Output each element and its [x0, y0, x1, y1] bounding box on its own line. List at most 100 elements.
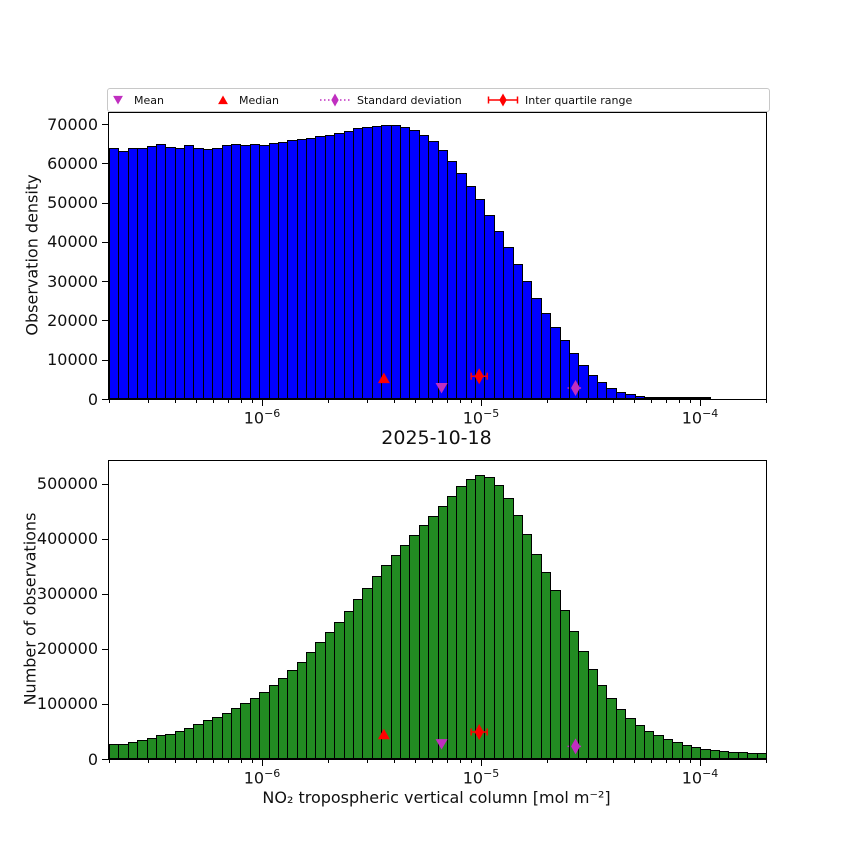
top-y-axis-label: Observation density	[22, 174, 42, 336]
x-minor-tick	[328, 759, 329, 763]
x-minor-tick	[634, 759, 635, 763]
x-minor-tick	[367, 759, 368, 763]
x-tick	[700, 399, 701, 406]
marker-inter-quartile-range	[470, 368, 488, 385]
x-tick	[700, 759, 701, 766]
x-minor-tick	[432, 759, 433, 763]
std-marker-icon	[319, 93, 351, 107]
y-tick	[102, 759, 108, 760]
x-minor-tick	[228, 399, 229, 403]
y-tick-label: 200000	[36, 639, 98, 658]
y-tick	[102, 539, 108, 540]
legend-label-mean: Mean	[134, 93, 164, 107]
iqr-marker-icon	[487, 93, 519, 107]
x-minor-tick	[175, 759, 176, 763]
y-tick-label: 0	[87, 750, 98, 769]
x-minor-tick	[415, 399, 416, 403]
y-tick-label: 60000	[47, 154, 98, 173]
bottom-histogram-plot: 0 100000 200000 300000 400000 500000 10−6 10−5 1…	[37, 460, 767, 787]
histogram-bar	[700, 397, 711, 399]
y-tick	[102, 320, 108, 321]
marker-standard-deviation	[567, 380, 584, 396]
x-minor-tick	[586, 759, 587, 763]
x-axis-label: NO₂ tropospheric vertical column [mol m⁻…	[262, 788, 611, 807]
x-minor-tick	[367, 399, 368, 403]
legend: Mean Median Standard deviation Inter qua…	[107, 88, 770, 112]
x-minor-tick	[690, 399, 691, 403]
x-minor-tick	[613, 759, 614, 763]
x-minor-tick	[196, 399, 197, 403]
x-tick	[262, 759, 263, 766]
bottom-y-axis-label: Number of observations	[20, 512, 40, 706]
y-tick-label: 400000	[36, 529, 98, 548]
x-minor-tick	[651, 399, 652, 403]
marker-median	[377, 728, 390, 740]
x-minor-tick	[460, 399, 461, 403]
x-tick-label: 10−5	[462, 767, 500, 788]
x-minor-tick	[213, 759, 214, 763]
y-tick	[102, 704, 108, 705]
legend-item-iqr: Inter quartile range	[487, 89, 632, 111]
y-tick	[102, 203, 108, 204]
x-minor-tick	[228, 759, 229, 763]
x-minor-tick	[690, 759, 691, 763]
bottom-plot-title: 2025-10-18	[381, 427, 492, 449]
y-tick	[102, 594, 108, 595]
x-tick	[481, 399, 482, 406]
x-minor-tick	[613, 399, 614, 403]
x-minor-tick	[196, 759, 197, 763]
x-minor-tick	[447, 759, 448, 763]
y-tick	[102, 484, 108, 485]
y-tick	[102, 242, 108, 243]
x-tick-label: 10−5	[462, 407, 500, 428]
x-tick-label: 10−4	[681, 407, 719, 428]
histogram-bar	[757, 753, 767, 759]
legend-label-std: Standard deviation	[357, 93, 462, 107]
x-minor-tick	[432, 399, 433, 403]
y-tick-label: 100000	[36, 694, 98, 713]
x-minor-tick	[679, 759, 680, 763]
x-minor-tick	[460, 759, 461, 763]
x-minor-tick	[241, 399, 242, 403]
mean-marker-icon	[108, 93, 128, 107]
x-minor-tick	[679, 399, 680, 403]
legend-label-iqr: Inter quartile range	[525, 93, 633, 107]
y-tick-label: 70000	[47, 115, 98, 134]
y-tick-label: 40000	[47, 232, 98, 251]
x-minor-tick	[252, 759, 253, 763]
top-histogram-plot: 0 10000 20000 30000 40000 50000 60000 70000 10−6…	[47, 112, 767, 427]
x-minor-tick	[666, 399, 667, 403]
x-minor-tick	[109, 399, 110, 403]
x-minor-tick	[651, 759, 652, 763]
x-minor-tick	[328, 399, 329, 403]
y-tick-label: 500000	[36, 474, 98, 493]
statistics-markers-overlay	[377, 368, 584, 396]
x-minor-tick	[471, 759, 472, 763]
x-minor-tick	[252, 399, 253, 403]
y-tick-label: 0	[87, 390, 98, 409]
x-tick-label: 10−6	[243, 407, 281, 428]
y-tick	[102, 649, 108, 650]
median-marker-icon	[213, 93, 233, 107]
x-minor-tick	[109, 759, 110, 763]
legend-item-median: Median	[213, 89, 279, 111]
y-tick	[102, 360, 108, 361]
marker-mean	[435, 383, 448, 394]
x-tick	[262, 399, 263, 406]
x-tick	[481, 759, 482, 766]
x-minor-tick	[586, 399, 587, 403]
y-tick-label: 20000	[47, 311, 98, 330]
legend-label-median: Median	[239, 93, 280, 107]
x-minor-tick	[634, 399, 635, 403]
x-minor-tick	[766, 399, 767, 403]
x-tick-label: 10−6	[243, 767, 281, 788]
y-tick	[102, 163, 108, 164]
x-minor-tick	[766, 759, 767, 763]
y-tick	[102, 399, 108, 400]
x-minor-tick	[471, 399, 472, 403]
y-tick-label: 30000	[47, 272, 98, 291]
x-minor-tick	[175, 399, 176, 403]
x-minor-tick	[547, 399, 548, 403]
y-tick	[102, 281, 108, 282]
